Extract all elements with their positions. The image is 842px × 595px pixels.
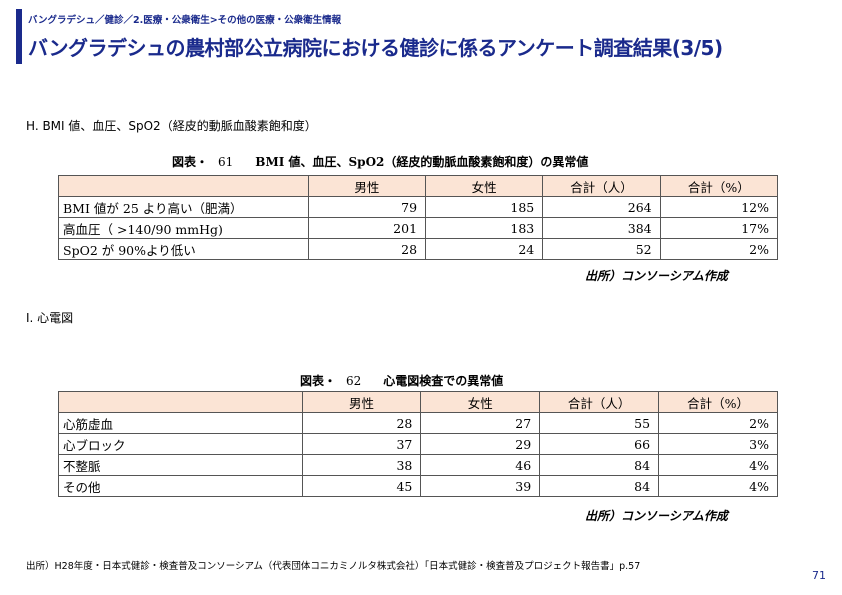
title-accent-bar: [16, 9, 22, 64]
male-count: 38: [301, 454, 422, 476]
total-percent: 4%: [658, 475, 778, 497]
column-header: [58, 391, 303, 413]
total-percent: 12%: [659, 196, 779, 218]
female-count: 24: [425, 238, 544, 260]
total-percent: 17%: [659, 217, 779, 239]
table-label: 図表・: [172, 155, 209, 169]
female-count: 185: [425, 196, 544, 218]
table-row: その他 45 39 84 4%: [58, 475, 778, 497]
table-title-61: 図表・ 61 BMI 値、血圧、SpO2（経皮的動脈血酸素飽和度）の異常値: [172, 153, 588, 170]
row-label: 高血圧（ >140/90 mmHg): [58, 217, 309, 239]
table-title-62: 図表・ 62 心電図検査での異常値: [300, 372, 503, 389]
page-title: バングラデシュの農村部公立病院における健診に係るアンケート調査結果(3/5): [28, 36, 723, 60]
abnormal-values-table: 男性 女性 合計（人） 合計（%） BMI 値が 25 より高い（肥満） 79 …: [58, 175, 779, 260]
section-heading-ecg: I. 心電図: [26, 311, 74, 325]
male-count: 79: [307, 196, 427, 218]
total-count: 66: [539, 433, 660, 455]
table-row: SpO2 が 90%より低い 28 24 52 2%: [58, 238, 779, 260]
male-count: 28: [301, 412, 422, 434]
column-header: 合計（%）: [658, 391, 778, 413]
female-count: 39: [420, 475, 541, 497]
table-number: 61: [218, 155, 234, 169]
page-number: 71: [812, 569, 826, 582]
table-caption: BMI 値、血圧、SpO2（経皮的動脈血酸素飽和度）の異常値: [255, 155, 589, 169]
table-source-note: 出所）コンソーシアム作成: [585, 269, 728, 283]
column-header: 男性: [307, 175, 427, 197]
column-header: 合計（%）: [659, 175, 779, 197]
total-count: 55: [539, 412, 660, 434]
total-percent: 3%: [658, 433, 778, 455]
table-row: 高血圧（ >140/90 mmHg) 201 183 384 17%: [58, 217, 779, 239]
column-header: 合計（人）: [539, 391, 660, 413]
male-count: 28: [307, 238, 427, 260]
footer-source: 出所）H28年度・日本式健診・検査普及コンソーシアム（代表団体コニカミノルタ株式…: [26, 561, 641, 572]
table-caption: 心電図検査での異常値: [383, 374, 504, 388]
row-label: 心ブロック: [58, 433, 303, 455]
total-count: 52: [542, 238, 661, 260]
section-heading-bmi: H. BMI 値、血圧、SpO2（経皮的動脈血酸素飽和度）: [26, 119, 317, 133]
column-header: 女性: [425, 175, 544, 197]
male-count: 201: [307, 217, 427, 239]
row-label: その他: [58, 475, 303, 497]
total-count: 84: [539, 475, 660, 497]
breadcrumb: バングラデシュ／健診／2.医療・公衆衛生>その他の医療・公衆衛生情報: [28, 15, 342, 26]
female-count: 46: [420, 454, 541, 476]
table-row: 心ブロック 37 29 66 3%: [58, 433, 778, 455]
table-label: 図表・: [300, 374, 337, 388]
male-count: 45: [301, 475, 422, 497]
table-row: BMI 値が 25 より高い（肥満） 79 185 264 12%: [58, 196, 779, 218]
table-source-note: 出所）コンソーシアム作成: [585, 509, 728, 523]
total-count: 384: [542, 217, 661, 239]
column-header: 女性: [420, 391, 541, 413]
table-header-row: 男性 女性 合計（人） 合計（%）: [58, 175, 779, 197]
row-label: 不整脈: [58, 454, 303, 476]
female-count: 27: [420, 412, 541, 434]
column-header: 男性: [301, 391, 422, 413]
table-row: 心筋虚血 28 27 55 2%: [58, 412, 778, 434]
table-row: 不整脈 38 46 84 4%: [58, 454, 778, 476]
row-label: 心筋虚血: [58, 412, 303, 434]
ecg-abnormal-table: 男性 女性 合計（人） 合計（%） 心筋虚血 28 27 55 2% 心ブロック…: [58, 391, 778, 497]
table-number: 62: [346, 374, 362, 388]
total-count: 264: [542, 196, 661, 218]
female-count: 29: [420, 433, 541, 455]
total-percent: 4%: [658, 454, 778, 476]
row-label: BMI 値が 25 より高い（肥満）: [58, 196, 309, 218]
column-header: 合計（人）: [542, 175, 661, 197]
total-percent: 2%: [658, 412, 778, 434]
table-header-row: 男性 女性 合計（人） 合計（%）: [58, 391, 778, 413]
row-label: SpO2 が 90%より低い: [58, 238, 309, 260]
female-count: 183: [425, 217, 544, 239]
total-percent: 2%: [659, 238, 779, 260]
total-count: 84: [539, 454, 660, 476]
column-header: [58, 175, 309, 197]
male-count: 37: [301, 433, 422, 455]
